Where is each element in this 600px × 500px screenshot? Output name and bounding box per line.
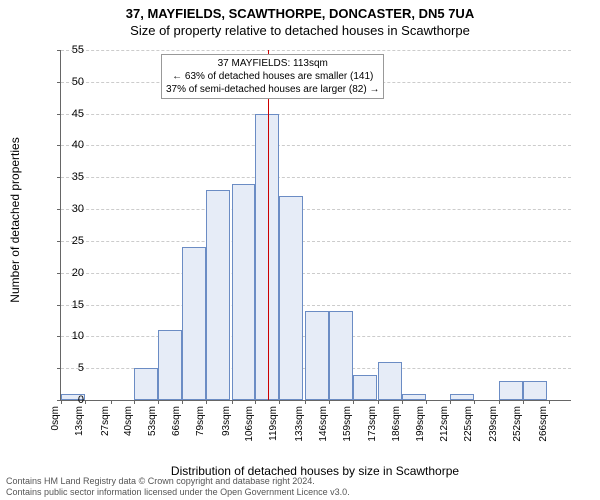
xtick — [182, 400, 183, 404]
histogram-bar — [279, 196, 303, 400]
histogram-bar — [305, 311, 329, 400]
xtick — [402, 400, 403, 404]
xtick-label: 119sqm — [268, 406, 279, 441]
histogram-bar — [158, 330, 182, 400]
xtick — [111, 400, 112, 404]
xtick-label: 225sqm — [463, 406, 474, 442]
xtick — [523, 400, 524, 404]
xtick — [499, 400, 500, 404]
xtick-label: 93sqm — [221, 406, 232, 436]
xtick-label: 40sqm — [123, 406, 134, 436]
ytick-label: 55 — [54, 44, 84, 56]
xtick-label: 106sqm — [244, 406, 255, 442]
xtick-label: 199sqm — [415, 406, 426, 442]
ytick-label: 15 — [54, 299, 84, 311]
xtick — [255, 400, 256, 404]
gridline — [61, 273, 571, 274]
ytick-label: 30 — [54, 203, 84, 215]
plot-area: 0sqm13sqm27sqm40sqm53sqm66sqm79sqm93sqm1… — [60, 50, 571, 401]
y-axis-label: Number of detached properties — [8, 137, 22, 302]
xtick — [329, 400, 330, 404]
xtick-label: 53sqm — [147, 406, 158, 436]
xtick — [134, 400, 135, 404]
gridline — [61, 209, 571, 210]
histogram-bar — [182, 247, 206, 400]
xtick-label: 266sqm — [538, 406, 549, 442]
gridline — [61, 114, 571, 115]
xtick — [305, 400, 306, 404]
xtick — [353, 400, 354, 404]
xtick — [206, 400, 207, 404]
annotation-box: 37 MAYFIELDS: 113sqm← 63% of detached ho… — [161, 54, 384, 99]
marker-line — [268, 50, 269, 400]
xtick-label: 159sqm — [342, 406, 353, 442]
ytick-label: 20 — [54, 267, 84, 279]
xtick-label: 212sqm — [439, 406, 450, 442]
gridline — [61, 305, 571, 306]
gridline — [61, 177, 571, 178]
ytick-label: 0 — [54, 394, 84, 406]
annotation-line2: ← 63% of detached houses are smaller (14… — [166, 70, 379, 83]
xtick-label: 146sqm — [318, 406, 329, 442]
histogram-bar — [329, 311, 353, 400]
histogram-bar — [378, 362, 402, 400]
xtick — [450, 400, 451, 404]
histogram-bar — [402, 394, 426, 400]
xtick — [474, 400, 475, 404]
xtick-label: 173sqm — [367, 406, 378, 442]
ytick-label: 5 — [54, 362, 84, 374]
xtick-label: 27sqm — [100, 406, 111, 436]
xtick-label: 0sqm — [50, 406, 61, 430]
gridline — [61, 241, 571, 242]
ytick-label: 45 — [54, 108, 84, 120]
xtick-label: 133sqm — [294, 406, 305, 442]
footer-line2: Contains public sector information licen… — [6, 487, 350, 498]
xtick — [85, 400, 86, 404]
xtick — [378, 400, 379, 404]
annotation-line3: 37% of semi-detached houses are larger (… — [166, 83, 379, 96]
histogram-bar — [353, 375, 377, 400]
chart-subtitle: Size of property relative to detached ho… — [0, 21, 600, 38]
xtick — [158, 400, 159, 404]
gridline — [61, 50, 571, 51]
xtick-label: 79sqm — [195, 406, 206, 436]
xtick — [549, 400, 550, 404]
xtick-label: 66sqm — [171, 406, 182, 436]
ytick-label: 50 — [54, 76, 84, 88]
ytick-label: 35 — [54, 171, 84, 183]
xtick — [279, 400, 280, 404]
histogram-bar — [134, 368, 158, 400]
histogram-bar — [232, 184, 256, 400]
histogram-bar — [450, 394, 474, 400]
xtick — [426, 400, 427, 404]
annotation-line1: 37 MAYFIELDS: 113sqm — [166, 57, 379, 70]
ytick-label: 25 — [54, 235, 84, 247]
footer-attribution: Contains HM Land Registry data © Crown c… — [6, 476, 350, 498]
xtick-label: 13sqm — [74, 406, 85, 436]
gridline — [61, 145, 571, 146]
chart-title: 37, MAYFIELDS, SCAWTHORPE, DONCASTER, DN… — [0, 0, 600, 21]
xtick-label: 186sqm — [391, 406, 402, 442]
xtick — [232, 400, 233, 404]
histogram-bar — [523, 381, 547, 400]
histogram-bar — [206, 190, 230, 400]
ytick-label: 10 — [54, 330, 84, 342]
ytick-label: 40 — [54, 139, 84, 151]
xtick-label: 252sqm — [512, 406, 523, 442]
histogram-bar — [499, 381, 523, 400]
xtick-label: 239sqm — [488, 406, 499, 442]
footer-line1: Contains HM Land Registry data © Crown c… — [6, 476, 350, 487]
